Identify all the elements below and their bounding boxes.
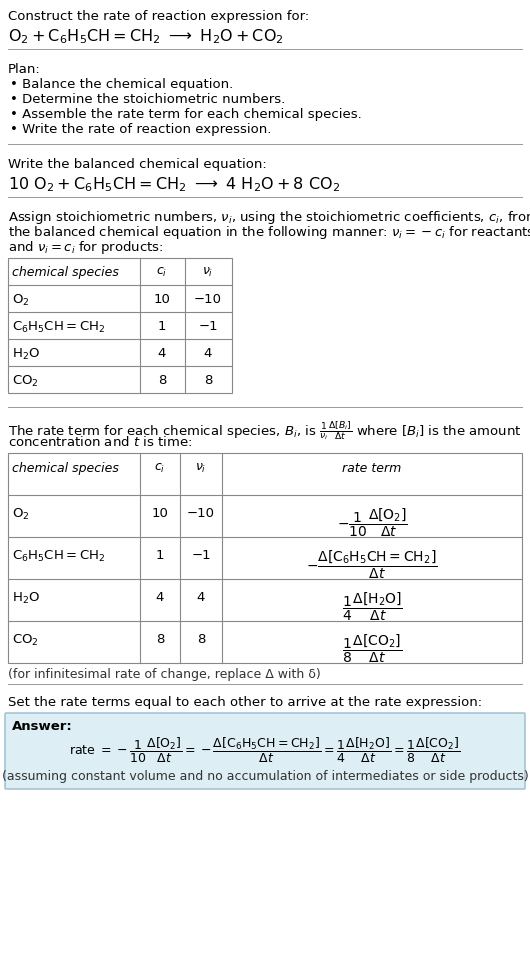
- Text: $\mathrm{C_6H_5CH{=}CH_2}$: $\mathrm{C_6H_5CH{=}CH_2}$: [12, 549, 105, 564]
- Text: 8: 8: [197, 633, 205, 646]
- Text: rate term: rate term: [342, 462, 402, 475]
- Text: $-\dfrac{\Delta[\mathrm{C_6H_5CH{=}CH_2}]}{\Delta t}$: $-\dfrac{\Delta[\mathrm{C_6H_5CH{=}CH_2}…: [306, 549, 438, 581]
- Text: and $\nu_i = c_i$ for products:: and $\nu_i = c_i$ for products:: [8, 239, 164, 256]
- Text: Set the rate terms equal to each other to arrive at the rate expression:: Set the rate terms equal to each other t…: [8, 696, 482, 709]
- Text: the balanced chemical equation in the following manner: $\nu_i = -c_i$ for react: the balanced chemical equation in the fo…: [8, 224, 530, 241]
- Text: (assuming constant volume and no accumulation of intermediates or side products): (assuming constant volume and no accumul…: [2, 770, 528, 783]
- Text: 4: 4: [158, 347, 166, 360]
- Text: $\dfrac{1}{8}\dfrac{\Delta[\mathrm{CO_2}]}{\Delta t}$: $\dfrac{1}{8}\dfrac{\Delta[\mathrm{CO_2}…: [342, 633, 402, 665]
- Text: Write the balanced chemical equation:: Write the balanced chemical equation:: [8, 158, 267, 171]
- Text: $\mathrm{O_2}$: $\mathrm{O_2}$: [12, 293, 30, 308]
- Text: 10: 10: [152, 507, 169, 520]
- Text: Construct the rate of reaction expression for:: Construct the rate of reaction expressio…: [8, 10, 309, 23]
- Text: concentration and $t$ is time:: concentration and $t$ is time:: [8, 435, 192, 449]
- Text: 4: 4: [156, 591, 164, 604]
- Text: $\dfrac{1}{4}\dfrac{\Delta[\mathrm{H_2O}]}{\Delta t}$: $\dfrac{1}{4}\dfrac{\Delta[\mathrm{H_2O}…: [341, 591, 402, 623]
- Text: $c_i$: $c_i$: [156, 266, 167, 279]
- FancyBboxPatch shape: [5, 713, 525, 789]
- Text: 1: 1: [156, 549, 164, 562]
- Text: −10: −10: [187, 507, 215, 520]
- Text: • Determine the stoichiometric numbers.: • Determine the stoichiometric numbers.: [10, 93, 285, 106]
- Text: $\mathrm{H_2O}$: $\mathrm{H_2O}$: [12, 347, 40, 362]
- Text: $\mathrm{CO_2}$: $\mathrm{CO_2}$: [12, 633, 39, 648]
- Text: • Assemble the rate term for each chemical species.: • Assemble the rate term for each chemic…: [10, 108, 362, 121]
- Text: chemical species: chemical species: [12, 266, 119, 279]
- Text: 8: 8: [204, 374, 212, 387]
- Text: $\nu_i$: $\nu_i$: [196, 462, 207, 475]
- Text: 10: 10: [154, 293, 171, 306]
- Text: $\nu_i$: $\nu_i$: [202, 266, 214, 279]
- Text: rate $= -\dfrac{1}{10}\dfrac{\Delta[\mathrm{O_2}]}{\Delta t} = -\dfrac{\Delta[\m: rate $= -\dfrac{1}{10}\dfrac{\Delta[\mat…: [69, 736, 461, 765]
- Text: • Balance the chemical equation.: • Balance the chemical equation.: [10, 78, 233, 91]
- Text: Plan:: Plan:: [8, 63, 41, 76]
- Text: The rate term for each chemical species, $B_i$, is $\frac{1}{\nu_i}\frac{\Delta[: The rate term for each chemical species,…: [8, 419, 522, 442]
- Text: 4: 4: [204, 347, 212, 360]
- Text: 8: 8: [158, 374, 166, 387]
- Text: 8: 8: [156, 633, 164, 646]
- Text: Answer:: Answer:: [12, 720, 73, 733]
- Text: $\mathrm{O_2}$: $\mathrm{O_2}$: [12, 507, 30, 522]
- Text: • Write the rate of reaction expression.: • Write the rate of reaction expression.: [10, 123, 271, 136]
- Bar: [8, 453, 522, 663]
- Text: Assign stoichiometric numbers, $\nu_i$, using the stoichiometric coefficients, $: Assign stoichiometric numbers, $\nu_i$, …: [8, 209, 530, 226]
- Text: $\mathrm{O_2 + C_6H_5CH{=}CH_2 \ \longrightarrow \ H_2O + CO_2}$: $\mathrm{O_2 + C_6H_5CH{=}CH_2 \ \longri…: [8, 27, 284, 46]
- Text: $\mathrm{10\ O_2 + C_6H_5CH{=}CH_2 \ \longrightarrow \ 4\ H_2O + 8\ CO_2}$: $\mathrm{10\ O_2 + C_6H_5CH{=}CH_2 \ \lo…: [8, 175, 340, 194]
- Text: $c_i$: $c_i$: [154, 462, 166, 475]
- Text: chemical species: chemical species: [12, 462, 119, 475]
- Text: −1: −1: [191, 549, 211, 562]
- Text: 4: 4: [197, 591, 205, 604]
- Text: −10: −10: [194, 293, 222, 306]
- Text: $\mathrm{H_2O}$: $\mathrm{H_2O}$: [12, 591, 40, 606]
- Text: (for infinitesimal rate of change, replace Δ with δ): (for infinitesimal rate of change, repla…: [8, 668, 321, 681]
- Text: −1: −1: [198, 320, 218, 333]
- Text: 1: 1: [158, 320, 166, 333]
- Text: $\mathrm{CO_2}$: $\mathrm{CO_2}$: [12, 374, 39, 389]
- Text: $-\dfrac{1}{10}\dfrac{\Delta[\mathrm{O_2}]}{\Delta t}$: $-\dfrac{1}{10}\dfrac{\Delta[\mathrm{O_2…: [337, 507, 408, 539]
- Text: $\mathrm{C_6H_5CH{=}CH_2}$: $\mathrm{C_6H_5CH{=}CH_2}$: [12, 320, 105, 335]
- Bar: [8, 258, 232, 393]
